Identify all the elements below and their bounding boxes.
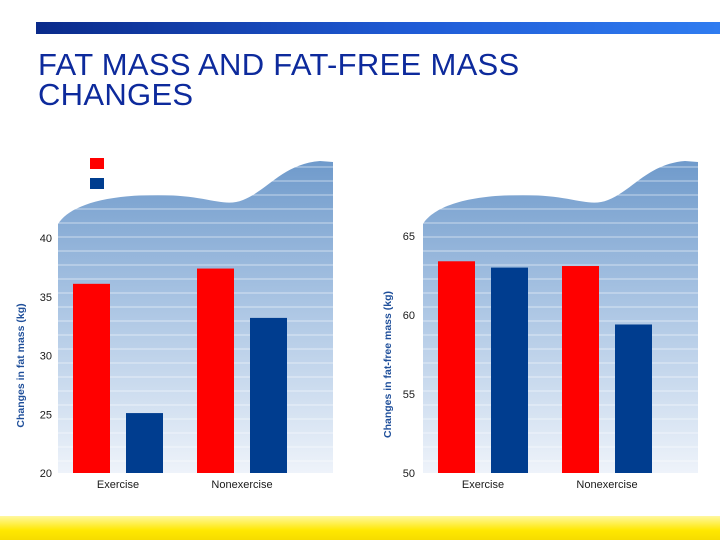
fat-free-mass-chart: 50 55 60 65 Changes in fat-free mass (kg) Exe… [382,161,698,491]
legend-swatch-prediet [90,158,104,169]
y-tick-label: 20 [40,468,52,480]
top-accent-bar [36,22,720,34]
x-category-label: Nonexercise [576,479,637,491]
bar-postdiet-exercise [491,267,528,473]
slide-title-line-1: FAT MASS AND FAT-FREE MASS [38,47,520,82]
y-tick-label: 55 [403,389,415,401]
bar-prediet-nonexercise [562,266,599,473]
slide-title-line-2: CHANGES [38,77,194,112]
bar-postdiet-nonexercise [250,317,287,473]
bar-postdiet-exercise [126,413,163,473]
legend-label-postdiet: Postdiet [110,179,150,191]
slide-title: FAT MASS AND FAT-FREE MASS CHANGES [38,47,638,112]
bar-prediet-nonexercise [197,268,234,473]
y-tick-label: 60 [403,310,415,322]
y-tick-label: 50 [403,468,415,480]
y-tick-label: 65 [403,231,415,243]
bottom-accent-bar [0,516,720,540]
x-category-label: Exercise [462,479,504,491]
y-tick-label: 35 [40,292,52,304]
y-tick-label: 25 [40,409,52,421]
bar-prediet-exercise [438,261,475,473]
y-axis-label: Changes in fat-free mass (kg) [382,291,394,438]
legend-label-prediet: Prediet [110,159,145,171]
y-tick-label: 30 [40,351,52,363]
x-category-label: Nonexercise [211,479,272,491]
bar-prediet-exercise [73,283,110,473]
x-category-label: Exercise [97,479,139,491]
fat-mass-chart: 20 25 30 35 40 Changes in fat mass (kg) Exerci… [15,158,333,491]
legend-swatch-postdiet [90,178,104,189]
y-axis-label: Changes in fat mass (kg) [15,303,27,427]
y-tick-label: 40 [40,233,52,245]
bar-postdiet-nonexercise [615,324,652,473]
